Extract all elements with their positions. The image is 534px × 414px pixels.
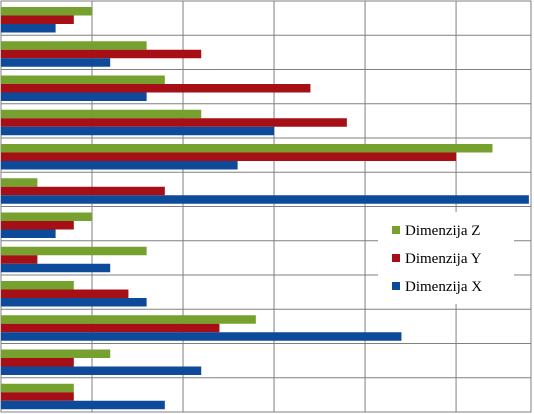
bar-dimenzija-z [1,178,38,187]
bar-dimenzija-x [1,161,238,170]
legend-entry-dimenzija-z: Dimenzija Z [392,223,480,239]
bar-dimenzija-x [1,92,147,101]
bar-dimenzija-x [1,229,56,238]
legend-swatch-dimenzija-x [392,282,400,290]
bar-dimenzija-y [1,392,74,401]
bar-dimenzija-z [1,75,165,84]
bar-dimenzija-z [1,349,111,358]
bar-dimenzija-x [1,298,147,307]
bar-dimenzija-z [1,109,202,119]
bar-dimenzija-z [1,281,74,290]
legend-label-dimenzija-y: Dimenzija Y [405,251,482,267]
bar-dimenzija-z [1,383,74,393]
legend-entry-dimenzija-x: Dimenzija X [392,279,482,295]
legend-swatch-dimenzija-z [392,226,400,234]
bar-dimenzija-z [1,315,256,324]
legend: Dimenzija Z Dimenzija Y Dimenzija X [378,212,514,304]
bar-dimenzija-y [1,255,38,264]
bar-dimenzija-x [1,263,111,273]
bars [1,7,529,410]
bar-dimenzija-y [1,221,74,230]
bar-dimenzija-y [1,323,220,333]
bar-dimenzija-y [1,358,74,367]
legend-swatch-dimenzija-y [392,254,400,262]
bar-dimenzija-z [1,144,493,153]
bar-dimenzija-y [1,15,74,24]
bar-dimenzija-x [1,126,275,136]
bar-dimenzija-x [1,400,165,410]
bar-dimenzija-y [1,152,457,161]
bar-dimenzija-y [1,49,202,59]
legend-label-dimenzija-x: Dimenzija X [405,279,482,295]
bar-dimenzija-x [1,366,202,375]
bar-dimenzija-y [1,84,311,93]
bar-dimenzija-z [1,41,147,50]
bar-dimenzija-y [1,118,347,127]
bar-dimenzija-z [1,246,147,256]
legend-label-dimenzija-z: Dimenzija Z [405,223,480,239]
bar-dimenzija-x [1,24,56,33]
bar-dimenzija-x [1,58,111,67]
bar-dimenzija-y [1,289,129,298]
legend-entry-dimenzija-y: Dimenzija Y [392,251,482,267]
bar-dimenzija-z [1,7,93,16]
bar-dimenzija-y [1,186,165,196]
bar-dimenzija-z [1,212,93,221]
bar-dimenzija-x [1,195,529,204]
legend-background [378,212,514,304]
bar-dimenzija-x [1,332,402,341]
